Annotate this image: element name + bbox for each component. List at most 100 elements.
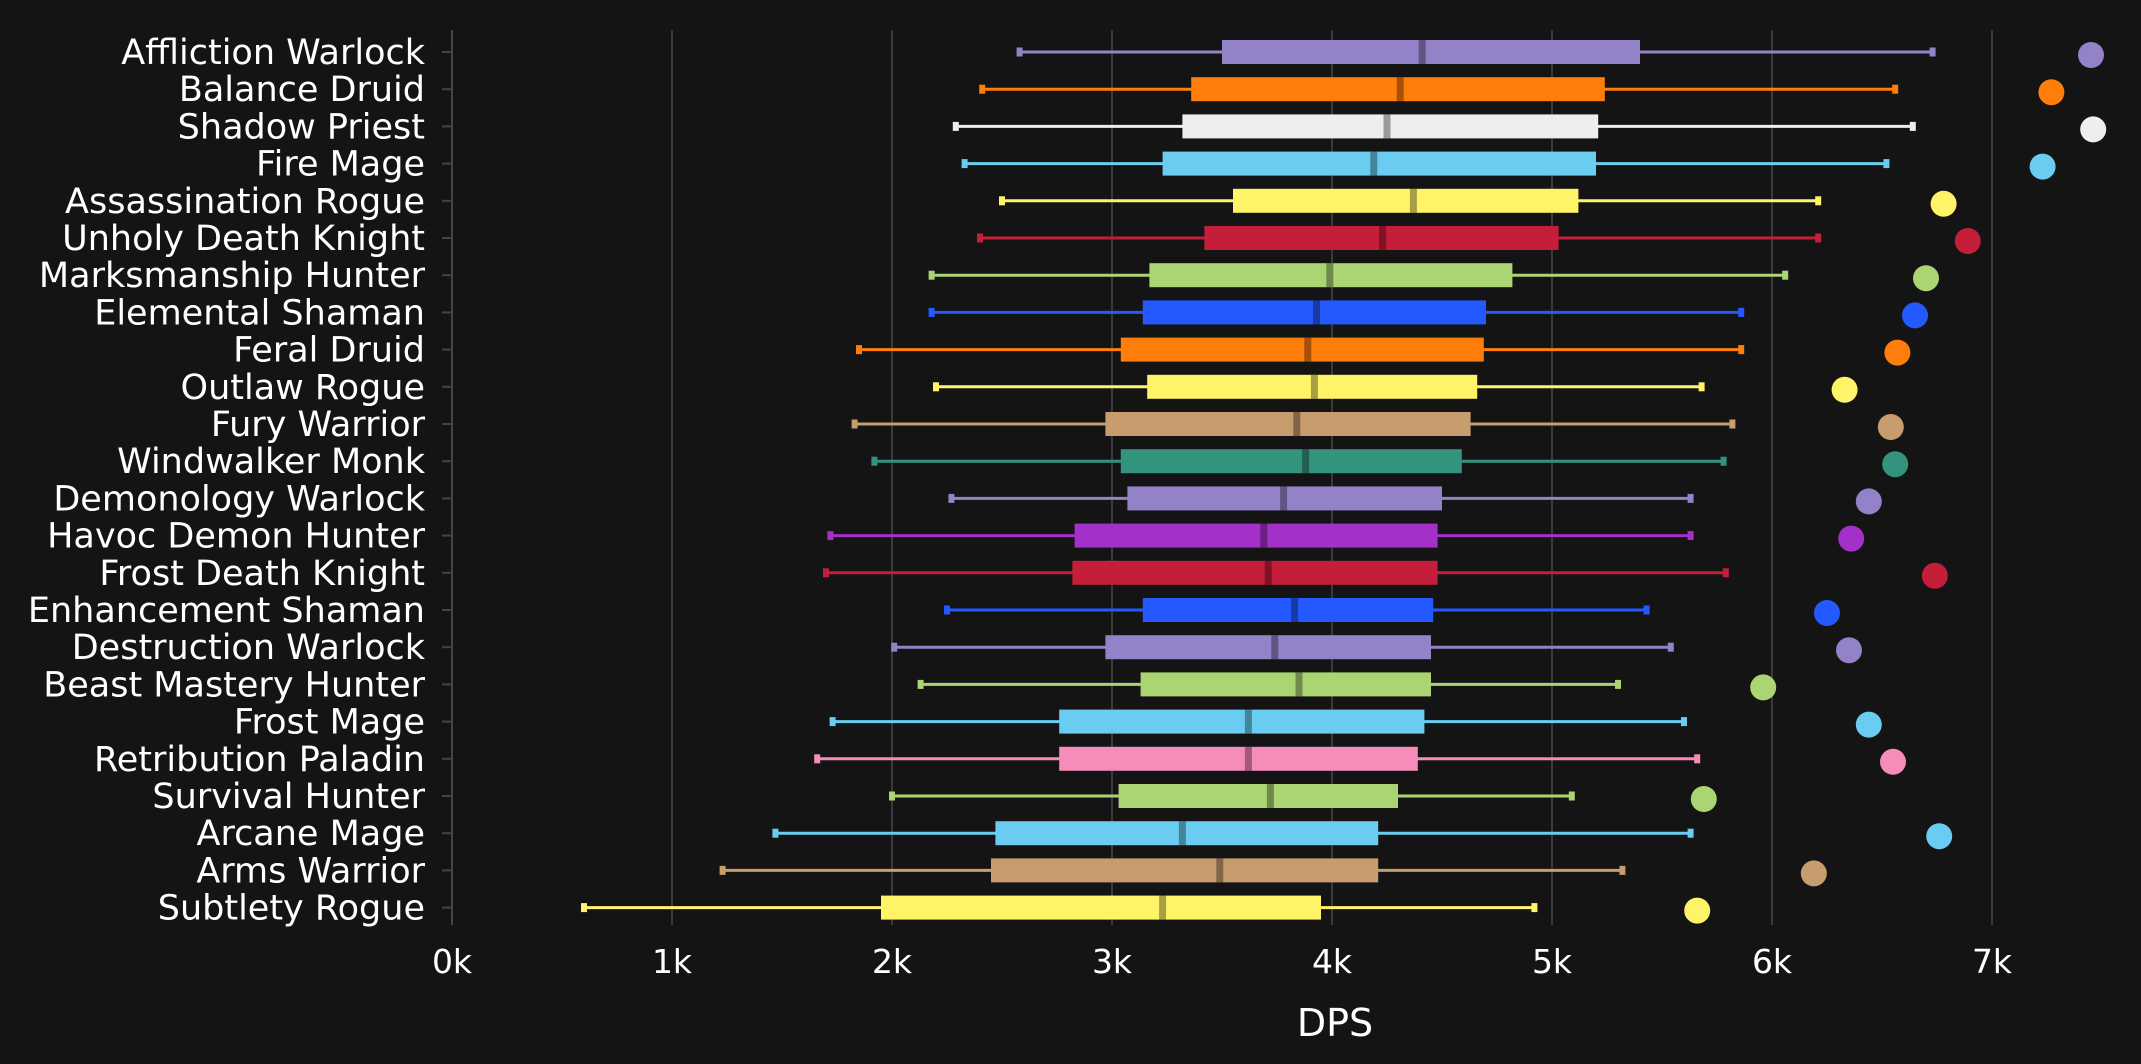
whisker-min-cap (871, 456, 878, 466)
box-survival-hunter (889, 784, 1575, 808)
whisker-max-cap (1883, 159, 1890, 169)
whisker-max-cap (1667, 642, 1674, 652)
y-axis (442, 30, 453, 925)
whisker-min-cap (814, 754, 821, 764)
iqr-box (1118, 784, 1398, 808)
median-marker (1313, 300, 1321, 325)
category-label: Windwalker Monk (117, 442, 426, 482)
whisker-min-cap (581, 903, 587, 913)
box-marksmanship-hunter (928, 263, 1789, 288)
iqr-box (1182, 114, 1599, 139)
whisker-min-cap (829, 717, 836, 727)
iqr-box (995, 821, 1379, 846)
category-label: Frost Death Knight (99, 554, 425, 594)
max-point (1921, 562, 1948, 589)
box-enhancement-shaman (944, 598, 1650, 622)
whisker-min-cap (928, 307, 935, 317)
iqr-box (1105, 635, 1431, 660)
median-marker (1370, 151, 1378, 176)
max-point (1902, 302, 1928, 329)
whisker-min-cap (961, 159, 968, 169)
box-retribution-paladin (814, 746, 1701, 771)
median-marker (1293, 412, 1301, 436)
whisker-min-cap (933, 382, 939, 392)
whisker-min-cap (917, 679, 924, 689)
median-marker (1418, 40, 1426, 64)
iqr-box (1059, 709, 1425, 734)
whisker-min-cap (719, 865, 726, 875)
whisker-min-cap (977, 233, 983, 243)
iqr-box (1204, 226, 1559, 250)
box-subtlety-rogue (581, 895, 1538, 920)
whisker-min-cap (891, 642, 898, 652)
whisker-min-cap (851, 419, 858, 429)
median-marker (1396, 77, 1404, 102)
whisker-min-cap (823, 568, 829, 578)
max-point (1930, 190, 1957, 217)
whisker-min-cap (979, 84, 986, 94)
max-point (2078, 42, 2104, 68)
category-label: Survival Hunter (152, 777, 425, 817)
category-label: Assassination Rogue (65, 182, 425, 222)
median-marker (1244, 709, 1252, 734)
median-marker (1326, 263, 1334, 288)
max-point (1836, 637, 1862, 664)
category-label: Affliction Warlock (121, 33, 426, 73)
iqr-box (881, 895, 1321, 920)
category-label: Fire Mage (256, 145, 425, 185)
max-point (1800, 860, 1827, 887)
whisker-max-cap (1698, 382, 1705, 392)
max-point (1838, 525, 1865, 552)
max-point (1926, 823, 1953, 850)
whisker-max-cap (1815, 196, 1822, 206)
max-point (1690, 786, 1717, 812)
median-marker (1260, 523, 1268, 548)
box-destruction-warlock (891, 635, 1674, 660)
grid-lines (671, 30, 1993, 925)
max-point (1884, 339, 1911, 366)
median-marker (1159, 895, 1167, 920)
whisker-max-cap (1681, 717, 1687, 727)
whisker-max-cap (1619, 865, 1626, 875)
category-label: Arcane Mage (197, 814, 426, 854)
box-fury-warrior (851, 412, 1736, 436)
whisker-max-cap (1687, 493, 1694, 503)
median-marker (1409, 188, 1417, 213)
iqr-box (1127, 486, 1442, 511)
category-label: Destruction Warlock (72, 628, 426, 668)
max-point (2029, 153, 2056, 180)
whisker-max-cap (1722, 568, 1729, 578)
iqr-box (1233, 188, 1579, 213)
iqr-box (1074, 523, 1438, 548)
box-arcane-mage (772, 821, 1694, 846)
box-arms-warrior (719, 858, 1626, 883)
whisker-min-cap (928, 270, 935, 280)
whisker-max-cap (1729, 419, 1736, 429)
whisker-min-cap (772, 828, 779, 838)
max-points (1684, 42, 2107, 924)
iqr-box (1072, 560, 1438, 585)
category-label: Marksmanship Hunter (39, 256, 426, 296)
median-marker (1304, 337, 1312, 362)
iqr-box (1222, 40, 1640, 64)
iqr-box (1140, 672, 1431, 697)
whisker-max-cap (1568, 791, 1575, 801)
box-frost-death-knight (823, 560, 1729, 585)
whisker-min-cap (1016, 47, 1023, 57)
iqr-box (1120, 337, 1484, 362)
max-point (1684, 897, 1711, 924)
iqr-box (1142, 598, 1434, 622)
whisker-min-cap (999, 196, 1005, 206)
x-tick-label: 0k (432, 942, 473, 981)
median-marker (1266, 784, 1274, 808)
whisker-max-cap (1531, 903, 1538, 913)
category-label: Unholy Death Knight (62, 219, 425, 259)
max-point (1750, 674, 1777, 701)
median-marker (1264, 560, 1272, 585)
whisker-max-cap (1687, 828, 1694, 838)
iqr-box (1059, 746, 1418, 771)
median-marker (1291, 598, 1299, 622)
iqr-box (991, 858, 1379, 883)
x-axis-title: DPS (1297, 1001, 1373, 1045)
